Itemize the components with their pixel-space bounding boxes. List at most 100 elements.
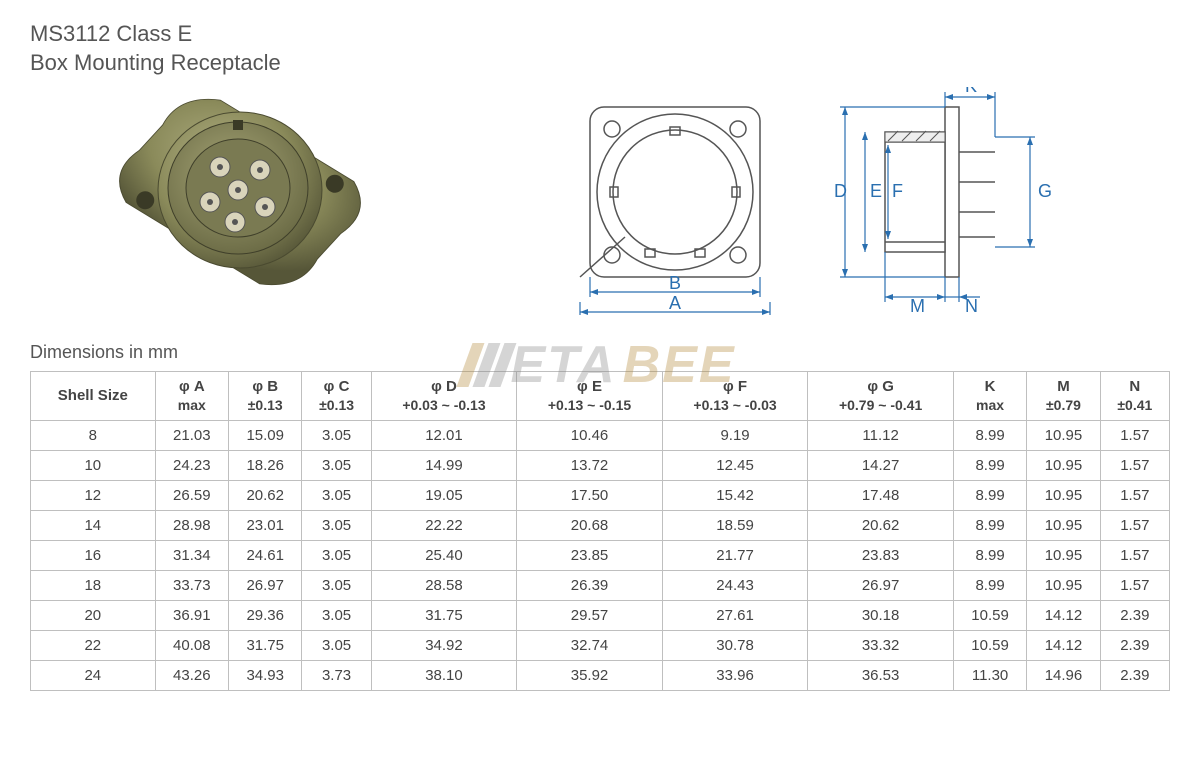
table-cell: 10.95 bbox=[1027, 511, 1100, 541]
table-cell: 34.92 bbox=[371, 631, 517, 661]
table-cell: 1.57 bbox=[1100, 481, 1169, 511]
connector-photo-svg bbox=[60, 62, 420, 312]
table-cell: 24 bbox=[31, 661, 156, 691]
table-cell: 2.39 bbox=[1100, 601, 1169, 631]
product-photo bbox=[30, 57, 450, 317]
table-cell: 38.10 bbox=[371, 661, 517, 691]
table-cell: 1.57 bbox=[1100, 421, 1169, 451]
table-cell: 20.62 bbox=[808, 511, 954, 541]
table-cell: 33.73 bbox=[155, 571, 228, 601]
table-cell: 14.99 bbox=[371, 451, 517, 481]
table-cell: 10.95 bbox=[1027, 481, 1100, 511]
table-cell: 16 bbox=[31, 541, 156, 571]
title-line-1: MS3112 Class E bbox=[30, 20, 1170, 49]
table-row: 2036.9129.363.0531.7529.5727.6130.1810.5… bbox=[31, 601, 1170, 631]
table-cell: 3.05 bbox=[302, 571, 371, 601]
table-cell: 10.59 bbox=[953, 601, 1026, 631]
table-cell: 43.26 bbox=[155, 661, 228, 691]
table-row: 1833.7326.973.0528.5826.3924.4326.978.99… bbox=[31, 571, 1170, 601]
table-header: M±0.79 bbox=[1027, 372, 1100, 421]
table-caption: Dimensions in mm bbox=[30, 342, 1170, 363]
table-cell: 23.01 bbox=[229, 511, 302, 541]
table-cell: 10.59 bbox=[953, 631, 1026, 661]
table-cell: 18.59 bbox=[662, 511, 808, 541]
table-header: φ Amax bbox=[155, 372, 228, 421]
table-cell: 17.50 bbox=[517, 481, 663, 511]
table-cell: 26.39 bbox=[517, 571, 663, 601]
table-cell: 3.05 bbox=[302, 631, 371, 661]
table-cell: 26.97 bbox=[808, 571, 954, 601]
table-header: φ B±0.13 bbox=[229, 372, 302, 421]
table-cell: 30.78 bbox=[662, 631, 808, 661]
table-cell: 40.08 bbox=[155, 631, 228, 661]
dim-N: N bbox=[965, 296, 978, 316]
table-cell: 31.75 bbox=[229, 631, 302, 661]
table-cell: 1.57 bbox=[1100, 541, 1169, 571]
table-cell: 8.99 bbox=[953, 421, 1026, 451]
table-cell: 24.61 bbox=[229, 541, 302, 571]
table-cell: 8.99 bbox=[953, 451, 1026, 481]
table-cell: 33.96 bbox=[662, 661, 808, 691]
table-cell: 18.26 bbox=[229, 451, 302, 481]
table-cell: 33.32 bbox=[808, 631, 954, 661]
table-cell: 23.85 bbox=[517, 541, 663, 571]
table-cell: 36.53 bbox=[808, 661, 954, 691]
table-cell: 27.61 bbox=[662, 601, 808, 631]
table-cell: 22.22 bbox=[371, 511, 517, 541]
table-cell: 25.40 bbox=[371, 541, 517, 571]
table-cell: 8 bbox=[31, 421, 156, 451]
table-cell: 3.05 bbox=[302, 451, 371, 481]
table-cell: 10.46 bbox=[517, 421, 663, 451]
table-cell: 8.99 bbox=[953, 571, 1026, 601]
dim-E: E bbox=[870, 181, 882, 201]
table-cell: 35.92 bbox=[517, 661, 663, 691]
table-header: φ F+0.13 ~ -0.03 bbox=[662, 372, 808, 421]
table-cell: 3.05 bbox=[302, 421, 371, 451]
table-cell: 1.57 bbox=[1100, 511, 1169, 541]
table-cell: 9.19 bbox=[662, 421, 808, 451]
table-cell: 3.05 bbox=[302, 511, 371, 541]
table-cell: 12.01 bbox=[371, 421, 517, 451]
table-cell: 1.57 bbox=[1100, 451, 1169, 481]
table-cell: 10.95 bbox=[1027, 571, 1100, 601]
table-cell: 21.77 bbox=[662, 541, 808, 571]
table-cell: 3.05 bbox=[302, 541, 371, 571]
table-cell: 20 bbox=[31, 601, 156, 631]
table-cell: 26.59 bbox=[155, 481, 228, 511]
table-cell: 10.95 bbox=[1027, 451, 1100, 481]
dim-K: K bbox=[965, 87, 977, 96]
table-header: Kmax bbox=[953, 372, 1026, 421]
table-row: 2240.0831.753.0534.9232.7430.7833.3210.5… bbox=[31, 631, 1170, 661]
dim-F: F bbox=[892, 181, 903, 201]
table-cell: 8.99 bbox=[953, 541, 1026, 571]
table-row: 821.0315.093.0512.0110.469.1911.128.9910… bbox=[31, 421, 1170, 451]
table-header: φ G+0.79 ~ -0.41 bbox=[808, 372, 954, 421]
table-row: 2443.2634.933.7338.1035.9233.9636.5311.3… bbox=[31, 661, 1170, 691]
table-header-row: Shell Sizeφ Amaxφ B±0.13φ C±0.13φ D+0.03… bbox=[31, 372, 1170, 421]
table-cell: 13.72 bbox=[517, 451, 663, 481]
table-cell: 11.12 bbox=[808, 421, 954, 451]
table-cell: 11.30 bbox=[953, 661, 1026, 691]
table-cell: 24.23 bbox=[155, 451, 228, 481]
table-cell: 21.03 bbox=[155, 421, 228, 451]
table-cell: 1.57 bbox=[1100, 571, 1169, 601]
table-row: 1226.5920.623.0519.0517.5015.4217.488.99… bbox=[31, 481, 1170, 511]
dim-M: M bbox=[910, 296, 925, 316]
table-cell: 29.36 bbox=[229, 601, 302, 631]
table-cell: 24.43 bbox=[662, 571, 808, 601]
table-cell: 15.09 bbox=[229, 421, 302, 451]
table-cell: 14 bbox=[31, 511, 156, 541]
table-cell: 36.91 bbox=[155, 601, 228, 631]
top-area: B A bbox=[30, 57, 1170, 317]
table-cell: 8.99 bbox=[953, 481, 1026, 511]
dim-D: D bbox=[834, 181, 847, 201]
table-cell: 15.42 bbox=[662, 481, 808, 511]
table-cell: 12 bbox=[31, 481, 156, 511]
table-cell: 31.75 bbox=[371, 601, 517, 631]
table-cell: 19.05 bbox=[371, 481, 517, 511]
table-header: φ C±0.13 bbox=[302, 372, 371, 421]
table-cell: 31.34 bbox=[155, 541, 228, 571]
table-cell: 3.05 bbox=[302, 601, 371, 631]
table-cell: 14.12 bbox=[1027, 631, 1100, 661]
dim-A: A bbox=[669, 293, 681, 313]
